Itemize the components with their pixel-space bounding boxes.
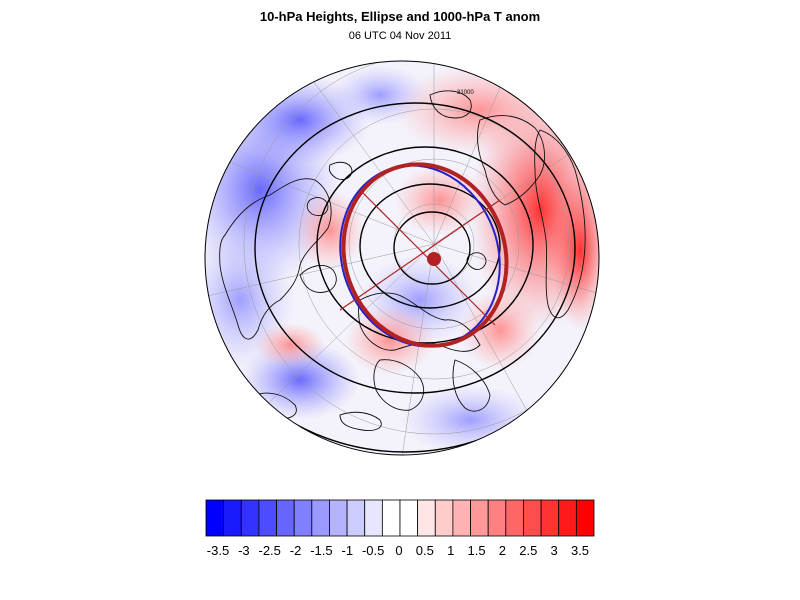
colorbar-box	[505, 499, 524, 537]
colorbar-tick-label: -1	[341, 543, 354, 558]
contour-label: 31000	[457, 90, 474, 96]
colorbar-box	[523, 499, 542, 537]
colorbar-box	[434, 499, 454, 537]
colorbar-box	[381, 499, 401, 537]
colorbar-tick-label: -1.5	[310, 543, 333, 558]
colorbar-tick-label: 1.5	[467, 543, 486, 558]
colorbar-tick-label: -2	[289, 543, 302, 558]
colorbar-box	[276, 499, 295, 537]
colorbar-box	[452, 499, 471, 537]
colorbar-box	[205, 499, 225, 537]
plot-subtitle: 06 UTC 04 Nov 2011	[348, 30, 452, 42]
colorbar-box	[293, 499, 313, 537]
colorbar-box	[575, 499, 595, 537]
colorbar-box	[311, 499, 330, 537]
colorbar-tick-label: 2.5	[519, 543, 538, 558]
colorbar-tick-label: -3	[238, 543, 250, 558]
colorbar-tick-label: -3.5	[206, 543, 230, 558]
vortex-ellipse	[339, 162, 509, 348]
plot-title: 10-hPa Heights, Ellipse and 1000-hPa T a…	[259, 9, 541, 24]
colorbar-tick-label: -2.5	[258, 543, 281, 558]
colorbar-box	[346, 499, 366, 537]
colorbar-box	[329, 499, 348, 537]
colorbar-box	[223, 499, 242, 537]
colorbar-box	[540, 499, 560, 537]
height-contours	[205, 61, 599, 453]
colorbar-box	[240, 499, 260, 537]
globe-outline	[204, 60, 600, 456]
colorbar-box	[364, 499, 383, 537]
colorbar-box	[558, 499, 577, 537]
coastlines	[219, 90, 586, 431]
colorbar-tick-label: -0.5	[361, 543, 385, 558]
colorbar-box	[258, 499, 277, 537]
colorbar-tick-label: 3.5	[570, 543, 590, 558]
colorbar-tick-label: 0	[395, 543, 403, 558]
colorbar-box	[417, 499, 436, 537]
colorbar-box	[470, 499, 489, 537]
vortex-centroid	[427, 252, 441, 266]
colorbar-tick-label: 0.5	[415, 543, 434, 558]
colorbar-box	[487, 499, 507, 537]
colorbar-tick-label: 2	[498, 543, 507, 558]
colorbar-tick-label: 1	[447, 543, 455, 558]
colorbar-box	[399, 499, 419, 537]
colorbar-tick-label: 3	[550, 543, 558, 558]
